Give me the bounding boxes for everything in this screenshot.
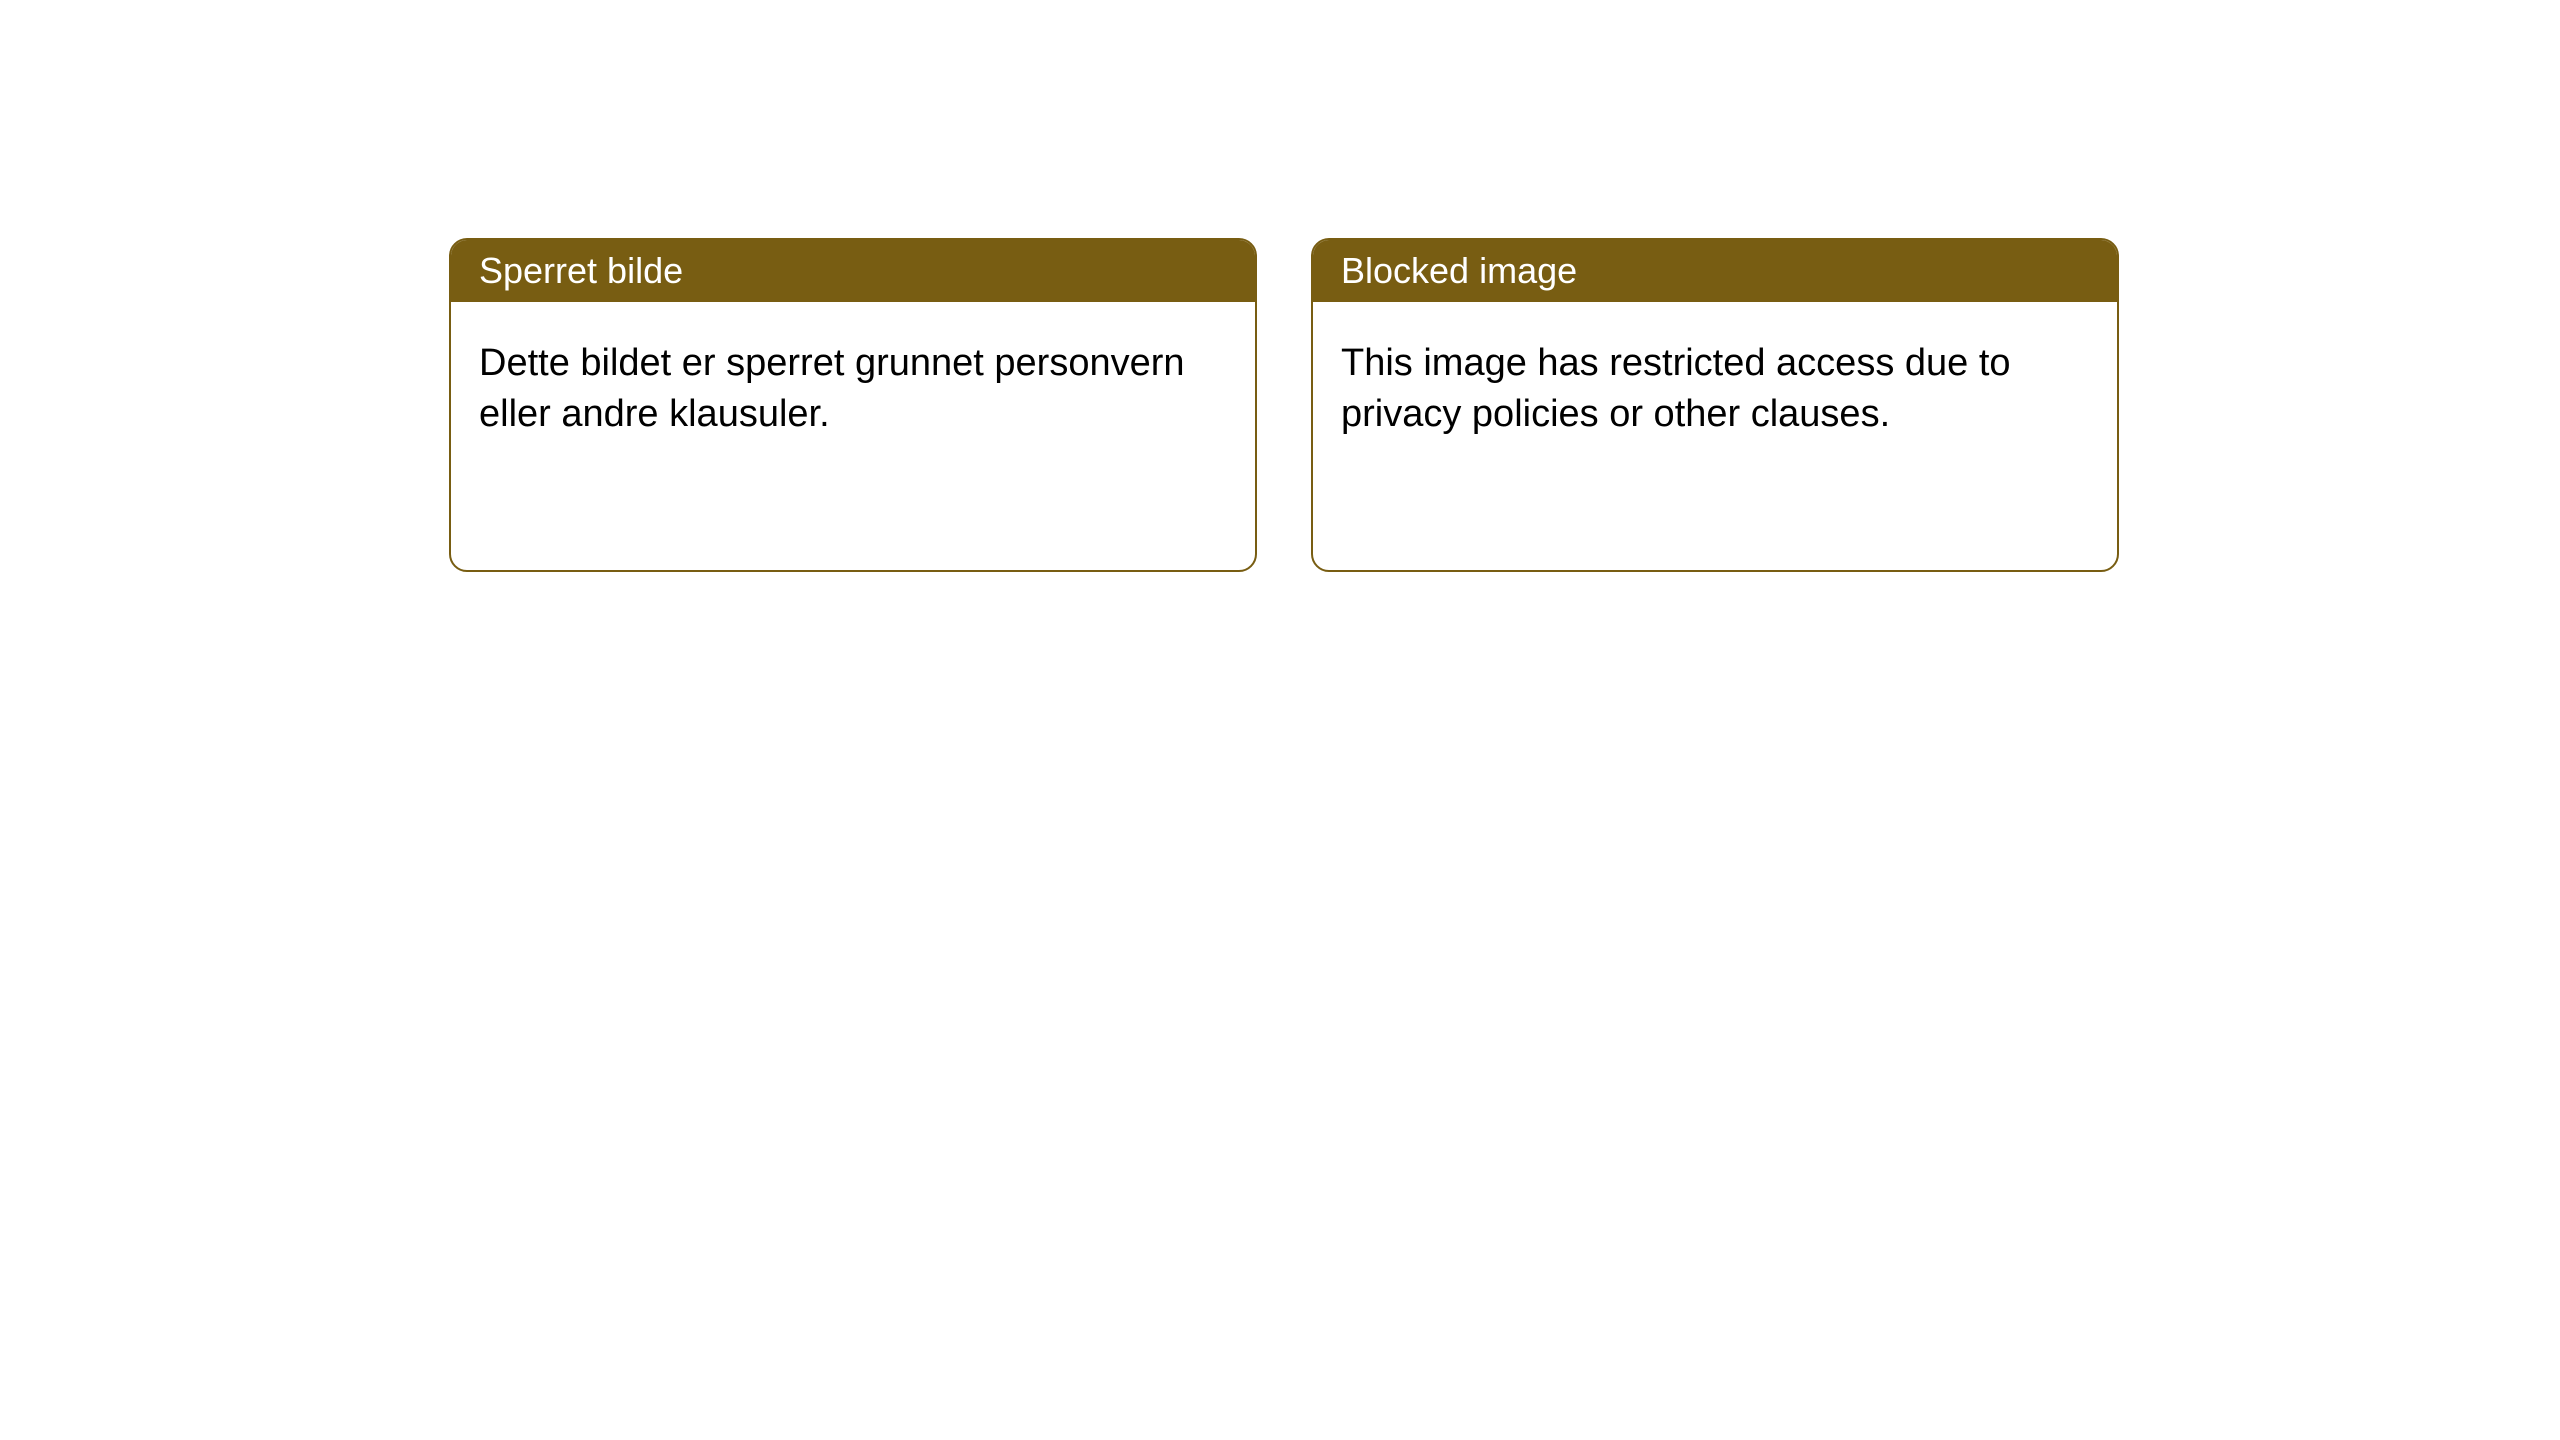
card-header: Blocked image: [1313, 240, 2117, 302]
card-title: Blocked image: [1341, 250, 1577, 291]
notice-card-english: Blocked image This image has restricted …: [1311, 238, 2119, 572]
card-body-text: This image has restricted access due to …: [1341, 342, 2011, 435]
notice-container: Sperret bilde Dette bildet er sperret gr…: [449, 238, 2119, 572]
card-header: Sperret bilde: [451, 240, 1255, 302]
card-title: Sperret bilde: [479, 250, 683, 291]
card-body: Dette bildet er sperret grunnet personve…: [451, 302, 1255, 477]
card-body-text: Dette bildet er sperret grunnet personve…: [479, 342, 1185, 435]
card-body: This image has restricted access due to …: [1313, 302, 2117, 477]
notice-card-norwegian: Sperret bilde Dette bildet er sperret gr…: [449, 238, 1257, 572]
